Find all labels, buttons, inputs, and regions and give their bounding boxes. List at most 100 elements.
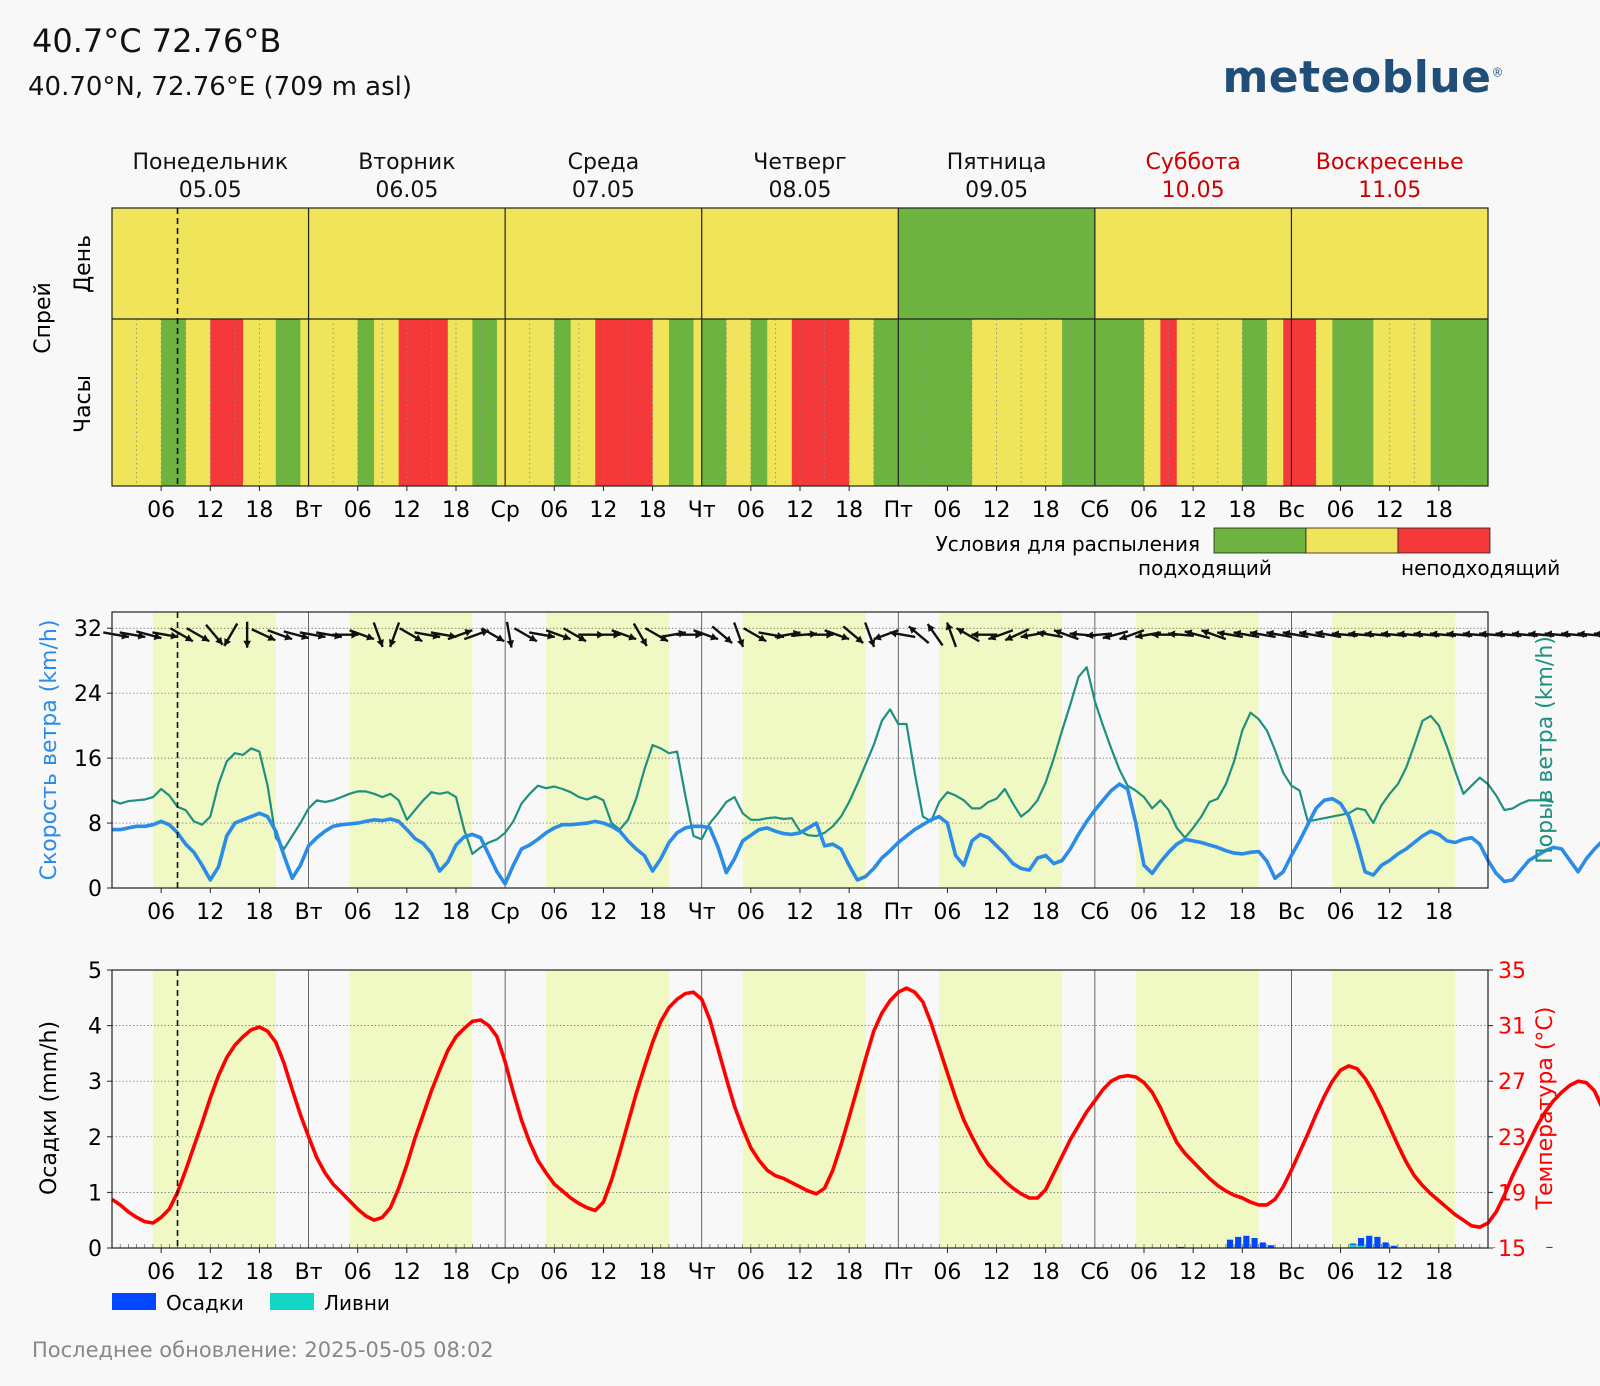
temperature-ytick-label: 15 [1498,1237,1526,1262]
hour-tick-label: 18 [442,900,470,925]
wind-arrow-head [1282,629,1291,638]
wind-arrow-head [1446,630,1454,639]
hourly-spray-cell [1266,319,1276,486]
hour-tick-label: 12 [1179,900,1207,925]
hour-tick-label: 12 [786,1260,814,1285]
hourly-spray-cell [537,319,547,486]
hourly-spray-cell [1029,319,1038,486]
hourly-spray-cell [521,319,531,486]
hourly-spray-cell [1168,319,1178,486]
wind-speed-line [112,782,1600,886]
hourly-spray-cell [439,319,449,486]
meteoblue-logo[interactable]: meteoblue® [1222,52,1504,103]
day-name-label: Воскресенье [1316,150,1464,175]
hour-tick-label: 06 [1130,1260,1158,1285]
daily-spray-cell [701,208,899,319]
wind-arrow-head [496,634,505,642]
hourly-spray-cell [1070,319,1079,486]
spray-legend-swatch [1305,527,1399,554]
hourly-spray-cell [112,319,121,486]
hour-tick-label: 12 [589,900,617,925]
wind-arrow-head [889,629,898,638]
wind-arrow-head [284,633,293,641]
location-subtitle: 40.70°N, 72.76°E (709 m asl) [28,72,413,102]
hourly-spray-cell [849,319,858,486]
hour-tick-label: 12 [589,498,617,523]
precip-bar [1489,1247,1496,1248]
day-date-label: 11.05 [1358,178,1421,203]
wind-arrow-head [301,632,309,640]
hourly-spray-cell [1373,319,1382,486]
precip-bar [1382,1242,1389,1248]
daylight-band [546,612,669,888]
spray-axis-label: Спрей [31,282,56,354]
spray-legend-swatch [1397,527,1491,554]
hour-tick-label: 12 [983,900,1011,925]
hourly-spray-cell [1119,319,1129,486]
hourly-spray-cell [1447,319,1456,486]
hour-tick-label: 18 [639,498,667,523]
hourly-spray-cell [1291,319,1301,486]
temperature-ytick-label: 35 [1498,959,1526,984]
logo-registered-mark: ® [1491,65,1504,80]
hourly-spray-cell [603,319,613,486]
hourly-spray-cell [840,319,850,486]
hour-tick-label: 12 [1376,900,1404,925]
wind-arrow-head [628,633,637,641]
hour-tick-label: 18 [442,498,470,523]
day-date-label: 08.05 [769,178,832,203]
hourly-spray-cell [562,319,572,486]
hourly-spray-cell [1414,319,1423,486]
wind-arrow-head [1249,629,1258,638]
hour-tick-label: 06 [344,498,372,523]
wind-arrow-head [639,637,647,646]
hourly-spray-cell [628,319,637,486]
hourly-spray-cell [472,319,481,486]
precip-bar [1251,1237,1258,1248]
hour-tick-label: 06 [147,1260,175,1285]
hourly-spray-cell [816,319,825,486]
hourly-spray-cell [718,319,727,486]
hourly-spray-cell [177,319,187,486]
daily-spray-cell [1291,208,1488,319]
wind-arrow-head [927,624,935,633]
wind-arrow-head [1299,629,1307,638]
hour-tick-label: 06 [540,498,568,523]
hour-tick-label: 06 [737,1260,765,1285]
hourly-spray-cell [234,319,244,486]
day-tick-label: Вс [1278,1260,1305,1285]
hourly-spray-cell [365,319,375,486]
precip-ytick-label: 4 [88,1015,102,1040]
wind-arrow-head [1364,630,1372,639]
hour-tick-label: 12 [1179,1260,1207,1285]
daylight-band [742,612,866,888]
precip-bar [1243,1235,1250,1248]
temperature-ytick-label: 23 [1498,1126,1526,1151]
hourly-spray-cell [611,319,621,486]
temperature-ytick-label: 27 [1498,1070,1526,1095]
wind-arrow-head [562,633,571,641]
wind-arrow-head [137,631,146,640]
page-title: 40.7°C 72.76°B [32,22,282,60]
wind-speed-axis-label: Скорость ветра (km/h) [37,620,62,881]
wind-arrow-head [528,634,537,642]
hourly-spray-cell [496,319,506,486]
hourly-spray-cell [685,319,694,486]
hourly-spray-cell [1299,319,1309,486]
hourly-spray-cell [554,319,563,486]
hour-tick-label: 18 [835,900,863,925]
hourly-spray-cell [169,319,178,486]
hourly-spray-cell [202,319,211,486]
wind-arrow-head [1102,632,1111,640]
hourly-spray-cell [1103,319,1112,486]
wind-ytick-label: 24 [74,682,102,707]
wind-ytick-label: 16 [74,747,102,772]
hourly-spray-cell [701,319,711,486]
hourly-spray-cell [210,319,219,486]
hourly-spray-cell [1258,319,1268,486]
precip-bar [1390,1245,1397,1248]
daylight-band [939,970,1063,1248]
hourly-spray-cell [1471,319,1481,486]
